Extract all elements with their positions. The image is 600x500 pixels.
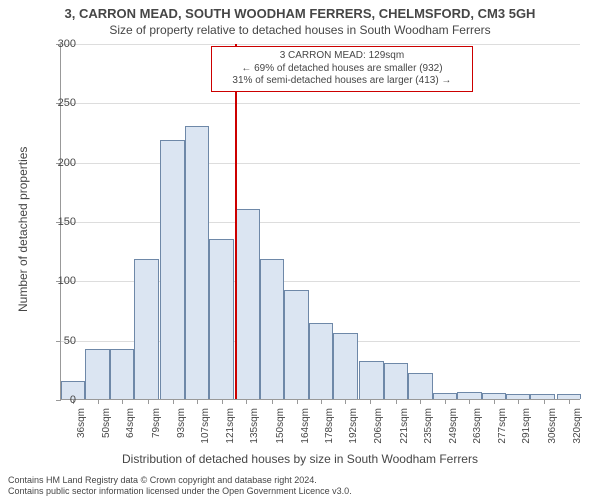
histogram-bar (110, 349, 134, 399)
footer-line-2: Contains public sector information licen… (8, 486, 352, 497)
y-gridline (61, 222, 580, 223)
x-axis-label: Distribution of detached houses by size … (0, 452, 600, 466)
plot-area: 3 CARRON MEAD: 129sqm← 69% of detached h… (60, 44, 580, 400)
x-tick-mark (445, 399, 446, 404)
y-tick-label: 0 (46, 394, 76, 406)
annotation-line: 31% of semi-detached houses are larger (… (218, 75, 466, 88)
y-tick-label: 200 (46, 157, 76, 169)
x-tick-mark (321, 399, 322, 404)
x-tick-mark (420, 399, 421, 404)
x-tick-mark (494, 399, 495, 404)
y-tick-label: 150 (46, 216, 76, 228)
x-tick-mark (345, 399, 346, 404)
x-tick-mark (396, 399, 397, 404)
histogram-bar (134, 259, 158, 399)
marker-line (235, 44, 237, 399)
x-tick-mark (297, 399, 298, 404)
annotation-line: ← 69% of detached houses are smaller (93… (218, 63, 466, 76)
x-tick-label: 263sqm (472, 408, 483, 444)
chart-title: 3, CARRON MEAD, SOUTH WOODHAM FERRERS, C… (0, 6, 600, 21)
y-gridline (61, 103, 580, 104)
x-tick-mark (544, 399, 545, 404)
histogram-bar (235, 209, 259, 399)
y-tick-label: 300 (46, 38, 76, 50)
histogram-bar (359, 361, 383, 399)
x-tick-label: 249sqm (448, 408, 459, 444)
y-gridline (61, 163, 580, 164)
x-tick-mark (569, 399, 570, 404)
x-tick-label: 64sqm (125, 408, 136, 438)
x-tick-label: 93sqm (176, 408, 187, 438)
x-tick-label: 50sqm (101, 408, 112, 438)
x-tick-label: 206sqm (373, 408, 384, 444)
x-tick-label: 107sqm (200, 408, 211, 444)
x-tick-label: 79sqm (151, 408, 162, 438)
x-tick-label: 135sqm (249, 408, 260, 444)
x-tick-mark (518, 399, 519, 404)
x-tick-label: 235sqm (423, 408, 434, 444)
x-tick-mark (222, 399, 223, 404)
x-tick-label: 178sqm (324, 408, 335, 444)
x-tick-mark (173, 399, 174, 404)
histogram-bar (530, 394, 554, 399)
y-axis-label: Number of detached properties (16, 147, 30, 312)
x-tick-label: 121sqm (225, 408, 236, 444)
x-tick-mark (370, 399, 371, 404)
x-tick-label: 221sqm (399, 408, 410, 444)
x-tick-label: 291sqm (521, 408, 532, 444)
y-tick-label: 50 (46, 335, 76, 347)
x-tick-label: 150sqm (275, 408, 286, 444)
x-tick-label: 36sqm (76, 408, 87, 438)
x-tick-mark (148, 399, 149, 404)
x-tick-label: 192sqm (348, 408, 359, 444)
y-gridline (61, 44, 580, 45)
x-tick-mark (469, 399, 470, 404)
histogram-bar (85, 349, 109, 399)
chart-subtitle: Size of property relative to detached ho… (0, 23, 600, 37)
x-tick-mark (122, 399, 123, 404)
x-tick-label: 320sqm (572, 408, 583, 444)
x-tick-mark (98, 399, 99, 404)
histogram-bar (309, 323, 333, 399)
histogram-bar (185, 126, 209, 399)
histogram-bar (457, 392, 481, 399)
annotation-line: 3 CARRON MEAD: 129sqm (218, 50, 466, 63)
attribution-footer: Contains HM Land Registry data © Crown c… (8, 475, 352, 497)
x-tick-mark (272, 399, 273, 404)
x-tick-label: 306sqm (547, 408, 558, 444)
footer-line-1: Contains HM Land Registry data © Crown c… (8, 475, 352, 486)
histogram-bar (260, 259, 284, 399)
x-tick-mark (197, 399, 198, 404)
histogram-bar (160, 140, 184, 399)
x-tick-label: 164sqm (300, 408, 311, 444)
histogram-bar (284, 290, 308, 399)
histogram-bar (384, 363, 408, 399)
annotation-box: 3 CARRON MEAD: 129sqm← 69% of detached h… (211, 46, 473, 92)
histogram-bar (333, 333, 357, 399)
x-tick-mark (246, 399, 247, 404)
y-tick-label: 250 (46, 97, 76, 109)
histogram-bar (408, 373, 432, 399)
y-tick-label: 100 (46, 275, 76, 287)
histogram-bar (209, 239, 233, 399)
x-tick-label: 277sqm (497, 408, 508, 444)
